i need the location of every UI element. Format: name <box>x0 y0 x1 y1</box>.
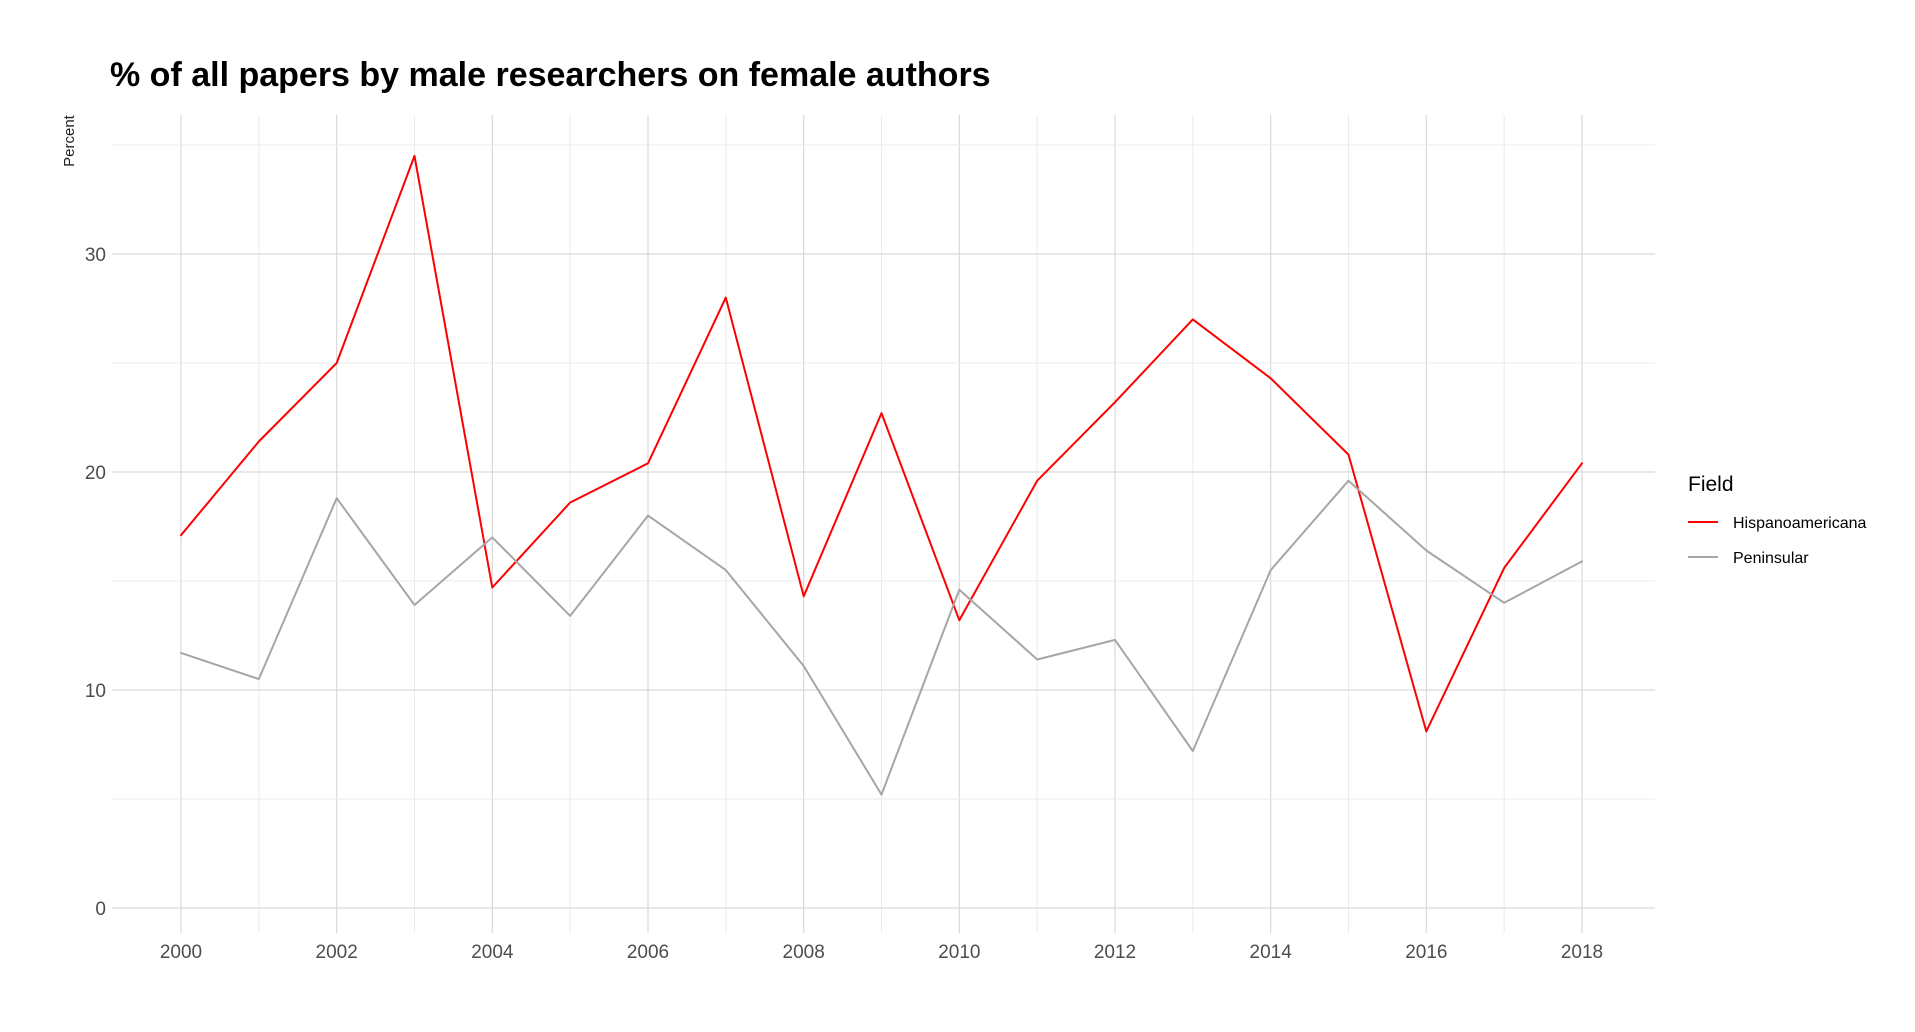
x-tick-label-2016: 2016 <box>1405 942 1447 963</box>
y-tick-label-10: 10 <box>85 681 106 702</box>
legend: Field Hispanoamericana Peninsular <box>1688 473 1867 567</box>
y-tick-label-20: 20 <box>85 463 106 484</box>
x-tick-label-2018: 2018 <box>1561 942 1603 963</box>
x-tick-label-2008: 2008 <box>783 942 825 963</box>
legend-label-hispanoamericana: Hispanoamericana <box>1733 515 1867 532</box>
legend-title: Field <box>1688 473 1734 496</box>
x-tick-label-2010: 2010 <box>938 942 980 963</box>
y-tick-label-30: 30 <box>85 245 106 266</box>
x-tick-label-2000: 2000 <box>160 942 202 963</box>
x-tick-label-2002: 2002 <box>316 942 358 963</box>
series-hispanoamericana <box>180 154 1583 733</box>
y-axis-label: Percent <box>61 114 78 167</box>
x-tick-label-2014: 2014 <box>1250 942 1293 963</box>
y-tick-label-0: 0 <box>95 899 106 920</box>
grid-layer <box>112 115 1655 933</box>
x-tick-label-2006: 2006 <box>627 942 669 963</box>
legend-label-peninsular: Peninsular <box>1733 550 1809 567</box>
series-peninsular <box>180 479 1583 796</box>
chart-title: % of all papers by male researchers on f… <box>110 56 991 94</box>
x-tick-label-2012: 2012 <box>1094 942 1136 963</box>
axis-tick-labels: 0 10 20 30 2000 2002 2004 2006 2008 2010 2012 2014 2… <box>85 245 1603 963</box>
series-line-peninsular <box>180 479 1583 796</box>
series-layer <box>180 154 1583 796</box>
series-line-hispanoamericana <box>180 154 1583 733</box>
x-tick-label-2004: 2004 <box>471 942 514 963</box>
